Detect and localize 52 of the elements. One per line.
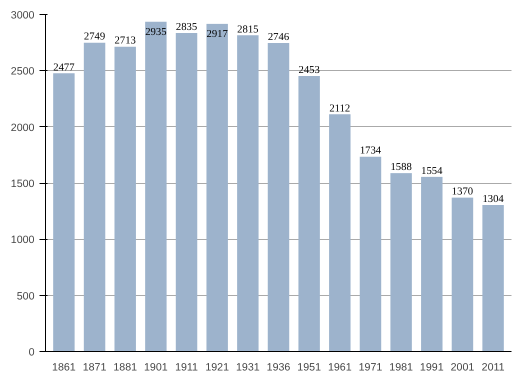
y-tick-label: 2000 — [10, 122, 35, 134]
data-label: 2917 — [206, 28, 229, 40]
bar — [114, 46, 136, 352]
x-tick-label: 1881 — [113, 362, 138, 373]
x-tick-label: 1951 — [297, 362, 322, 373]
data-label: 1554 — [421, 166, 444, 177]
bar — [452, 198, 474, 352]
bar — [176, 33, 198, 352]
x-tick-label: 1921 — [205, 362, 230, 373]
y-tick-label: 1500 — [10, 178, 35, 190]
x-tick-label: 2001 — [450, 362, 474, 373]
x-tick-label: 1931 — [236, 362, 260, 373]
bar — [390, 173, 412, 352]
bar — [329, 114, 351, 352]
data-label: 2453 — [298, 64, 320, 76]
x-tick-label: 1971 — [358, 362, 382, 373]
bar — [237, 35, 259, 352]
y-tick-label: 1000 — [10, 234, 35, 246]
data-label: 1304 — [482, 194, 504, 206]
y-tick-label: 0 — [28, 346, 35, 358]
data-label: 2477 — [53, 62, 76, 74]
bar — [298, 76, 320, 352]
y-tick-label: 3000 — [10, 10, 35, 22]
data-label: 2815 — [237, 24, 258, 36]
data-label: 2746 — [268, 32, 290, 44]
x-tick-label: 1871 — [82, 362, 106, 373]
bar — [206, 24, 228, 352]
data-label: 2112 — [329, 103, 350, 114]
bar — [482, 205, 504, 352]
bar — [145, 22, 167, 352]
bar — [360, 156, 382, 352]
bar — [268, 43, 290, 352]
x-tick-label: 1901 — [144, 362, 168, 373]
x-tick-label: 2011 — [482, 362, 505, 373]
data-label: 1588 — [390, 162, 412, 174]
x-tick-label: 1861 — [52, 362, 76, 373]
x-tick-label: 1911 — [175, 362, 198, 373]
data-label: 2749 — [84, 32, 106, 43]
x-tick-label: 1981 — [389, 362, 414, 373]
x-tick-label: 1961 — [328, 362, 352, 373]
y-tick-label: 2500 — [10, 66, 35, 78]
y-tick-label: 500 — [16, 290, 35, 302]
bar — [53, 73, 75, 352]
data-label: 2713 — [114, 36, 136, 47]
x-tick-label: 1936 — [266, 362, 290, 373]
data-label: 1734 — [360, 146, 382, 157]
data-label: 1370 — [452, 186, 474, 198]
data-label: 2935 — [145, 26, 167, 38]
data-label: 2835 — [176, 22, 198, 34]
x-tick-label: 1991 — [420, 362, 444, 373]
bar — [84, 42, 106, 352]
bar — [421, 176, 443, 352]
